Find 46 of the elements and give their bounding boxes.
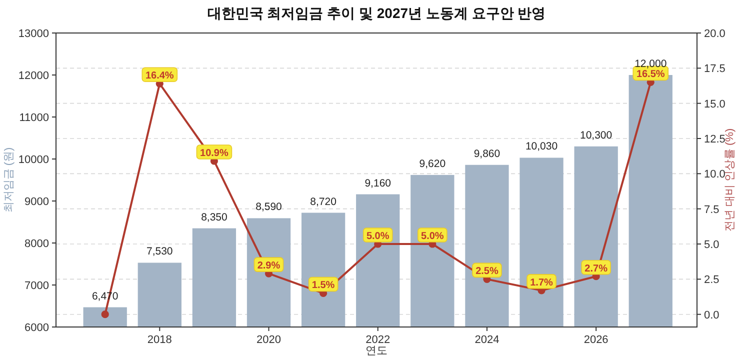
y-tick-label: 12000 (18, 70, 49, 82)
y-tick-label: 8000 (24, 238, 49, 250)
x-tick-label: 2022 (366, 334, 390, 346)
x-tick-label: 2020 (256, 334, 281, 346)
data-label: 2.9% (257, 260, 280, 272)
y-tick-label: 7000 (24, 280, 49, 292)
y-tick-label: 13000 (18, 28, 49, 40)
data-label: 7,530 (146, 246, 173, 258)
data-label: 16.5% (636, 69, 665, 80)
data-label: 8,590 (256, 201, 282, 214)
y2-tick-label: 2.5 (704, 274, 720, 286)
y2-tick-label: 15.0 (704, 98, 726, 110)
data-label: 9,860 (474, 148, 500, 160)
y2-tick-label: 5.0 (704, 239, 720, 252)
data-label: 10,030 (525, 140, 558, 153)
y2-axis-title: 전년 대비 인상률 (%) (724, 128, 736, 232)
x-tick-label: 2018 (147, 334, 172, 346)
x-tick-label: 2026 (584, 334, 608, 346)
y-tick-label: 11000 (19, 112, 49, 124)
y-axis-title: 최저임금 (원) (3, 147, 15, 213)
data-label: 2.5% (476, 266, 498, 278)
data-label: 5.0% (421, 231, 444, 242)
data-label: 2.7% (584, 263, 608, 274)
y2-tick-label: 12.5 (704, 134, 726, 146)
data-label: 9,160 (364, 177, 392, 190)
y2-tick-label: 20.0 (704, 28, 726, 40)
x-tick-label: 2024 (474, 334, 500, 346)
data-label: 16.4% (145, 70, 174, 82)
y2-tick-label: 10.0 (704, 168, 726, 181)
data-label: 10.9% (200, 148, 228, 160)
data-label: 5.0% (366, 231, 390, 242)
y2-tick-label: 17.5 (704, 63, 726, 76)
data-label: 9,620 (419, 158, 446, 170)
data-label: 8,350 (201, 211, 228, 224)
y-tick-label: 10000 (18, 154, 49, 166)
y-tick-label: 9000 (24, 196, 49, 208)
chart-title: 대한민국 최저임금 추이 및 2027년 노동계 요구안 반영 (207, 5, 546, 21)
data-label: 10,300 (580, 129, 612, 142)
y2-tick-label: 0.0 (704, 309, 720, 322)
y-tick-label: 6000 (24, 322, 49, 334)
data-label: 1.5% (312, 280, 335, 292)
y2-tick-label: 7.5 (704, 204, 720, 216)
data-label: 8,720 (310, 196, 337, 208)
x-axis-title: 연도 (366, 345, 388, 357)
data-label: 1.7% (530, 277, 554, 288)
point (101, 310, 109, 318)
